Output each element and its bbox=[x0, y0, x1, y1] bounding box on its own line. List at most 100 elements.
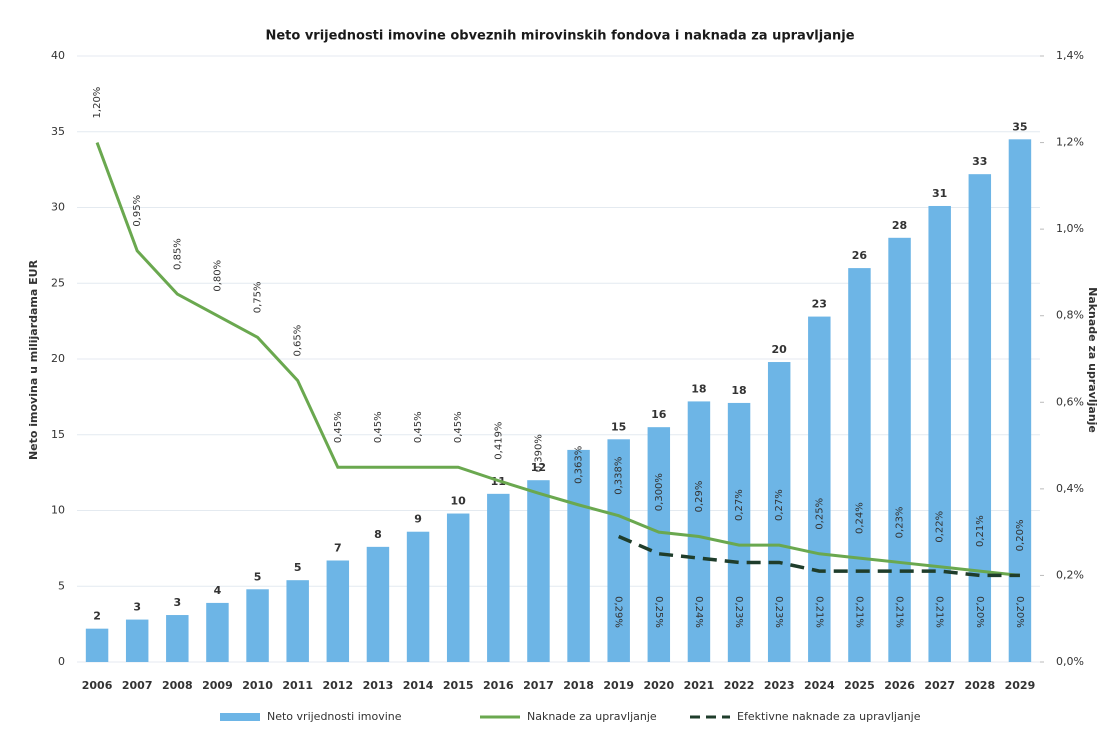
bar-value-label: 33 bbox=[972, 155, 987, 168]
x-tick-label: 2008 bbox=[162, 679, 193, 692]
x-tick-label: 2022 bbox=[724, 679, 755, 692]
bar bbox=[406, 531, 430, 662]
line-value-label: 0,363% bbox=[574, 446, 585, 484]
bar bbox=[767, 362, 791, 662]
bar-value-label: 15 bbox=[611, 420, 626, 433]
legend-label: Neto vrijednosti imovine bbox=[267, 710, 402, 723]
x-tick-label: 2006 bbox=[82, 679, 113, 692]
line-value-label: 0,75% bbox=[253, 281, 264, 313]
legend-swatch bbox=[220, 713, 260, 721]
bar-value-label: 35 bbox=[1012, 120, 1027, 133]
y-tick-label: 10 bbox=[51, 504, 65, 517]
x-tick-label: 2021 bbox=[684, 679, 715, 692]
line-value-label: 0,45% bbox=[453, 411, 464, 443]
bar-value-label: 16 bbox=[651, 408, 667, 421]
legend-label: Efektivne naknade za upravljanje bbox=[737, 710, 921, 723]
x-tick-label: 2009 bbox=[202, 679, 233, 692]
x-tick-label: 2023 bbox=[764, 679, 795, 692]
bar bbox=[848, 268, 871, 662]
bar-value-label: 28 bbox=[892, 219, 907, 232]
x-tick-label: 2017 bbox=[523, 679, 554, 692]
line-value-label: 0,45% bbox=[373, 411, 384, 443]
y-tick-label: 15 bbox=[51, 428, 65, 441]
bar-value-label: 26 bbox=[852, 249, 868, 262]
bar bbox=[166, 615, 189, 662]
x-tick-label: 2024 bbox=[804, 679, 835, 692]
bar-value-label: 18 bbox=[731, 384, 746, 397]
line-value-label: 0,21% bbox=[813, 596, 824, 628]
y2-tick-label: 0,2% bbox=[1056, 568, 1084, 581]
line-value-label: 0,29% bbox=[613, 596, 624, 628]
bar-value-label: 20 bbox=[772, 343, 788, 356]
chart-title: Neto vrijednosti imovine obveznih mirovi… bbox=[265, 29, 854, 44]
bar-value-label: 5 bbox=[254, 570, 262, 583]
line-value-label: 0,23% bbox=[773, 596, 784, 628]
x-tick-label: 2019 bbox=[603, 679, 634, 692]
legend-label: Naknade za upravljanje bbox=[527, 710, 657, 723]
bar-value-label: 4 bbox=[214, 584, 222, 597]
bar bbox=[607, 439, 630, 662]
bar-value-label: 9 bbox=[414, 513, 422, 526]
line-value-label: 0,23% bbox=[895, 507, 906, 539]
y2-tick-label: 0,4% bbox=[1056, 482, 1084, 495]
x-tick-label: 2018 bbox=[563, 679, 594, 692]
line-value-label: 0,21% bbox=[975, 515, 986, 547]
bar-value-label: 3 bbox=[173, 596, 181, 609]
y-tick-label: 25 bbox=[51, 276, 65, 289]
line-value-label: 0,45% bbox=[413, 411, 424, 443]
bar bbox=[888, 237, 911, 663]
bar bbox=[808, 316, 831, 662]
line bbox=[617, 534, 1020, 578]
y2-tick-label: 0,6% bbox=[1056, 395, 1084, 408]
bar bbox=[85, 628, 109, 662]
x-tick-label: 2020 bbox=[644, 679, 675, 692]
line-value-label: 0,21% bbox=[934, 596, 945, 628]
line-value-label: 0,27% bbox=[774, 489, 785, 521]
bar bbox=[366, 546, 390, 662]
x-tick-label: 2014 bbox=[403, 679, 434, 692]
y-axis-label: Neto imovina u milijardama EUR bbox=[27, 259, 40, 460]
x-tick-label: 2013 bbox=[363, 679, 394, 692]
y2-tick-label: 1,4% bbox=[1056, 49, 1084, 62]
line-value-label: 0,419% bbox=[493, 422, 504, 460]
x-tick-label: 2011 bbox=[282, 679, 313, 692]
line-value-label: 0,300% bbox=[654, 473, 665, 511]
bar-value-label: 7 bbox=[334, 541, 342, 554]
y-tick-label: 30 bbox=[51, 201, 65, 214]
bar-value-label: 3 bbox=[133, 601, 141, 614]
x-tick-label: 2012 bbox=[323, 679, 354, 692]
line-value-label: 0,20% bbox=[1014, 596, 1025, 628]
line-value-label: 0,23% bbox=[733, 596, 744, 628]
line-value-label: 0,85% bbox=[172, 238, 183, 270]
line-value-label: 0,45% bbox=[333, 411, 344, 443]
y-tick-label: 5 bbox=[58, 579, 65, 592]
line-value-label: 0,95% bbox=[132, 195, 143, 227]
y2-axis-label: Naknade za upravljanje bbox=[1086, 287, 1099, 433]
bar-value-label: 31 bbox=[932, 187, 947, 200]
line-value-label: 0,29% bbox=[694, 481, 705, 513]
bar bbox=[647, 427, 671, 662]
bar bbox=[286, 580, 309, 662]
bar bbox=[527, 480, 550, 662]
y-tick-label: 35 bbox=[51, 125, 65, 138]
y-tick-label: 40 bbox=[51, 49, 65, 62]
bar bbox=[206, 602, 229, 662]
bar-value-label: 18 bbox=[691, 382, 706, 395]
line-value-label: 0,25% bbox=[653, 596, 664, 628]
x-tick-label: 2028 bbox=[965, 679, 996, 692]
line-value-label: 0,80% bbox=[212, 260, 223, 292]
line-value-label: 0,20% bbox=[974, 596, 985, 628]
x-tick-label: 2029 bbox=[1005, 679, 1036, 692]
bar-value-label: 23 bbox=[812, 298, 827, 311]
x-tick-label: 2025 bbox=[844, 679, 875, 692]
line-value-label: 0,25% bbox=[814, 498, 825, 530]
y2-tick-label: 0,0% bbox=[1056, 655, 1084, 668]
bar-value-label: 8 bbox=[374, 528, 382, 541]
line-value-label: 0,20% bbox=[1015, 520, 1026, 552]
line-value-label: 0,21% bbox=[894, 596, 905, 628]
bar bbox=[928, 205, 951, 663]
line-value-label: 0,24% bbox=[854, 502, 865, 534]
bar-value-label: 12 bbox=[531, 461, 546, 474]
bar-value-label: 10 bbox=[451, 495, 467, 508]
